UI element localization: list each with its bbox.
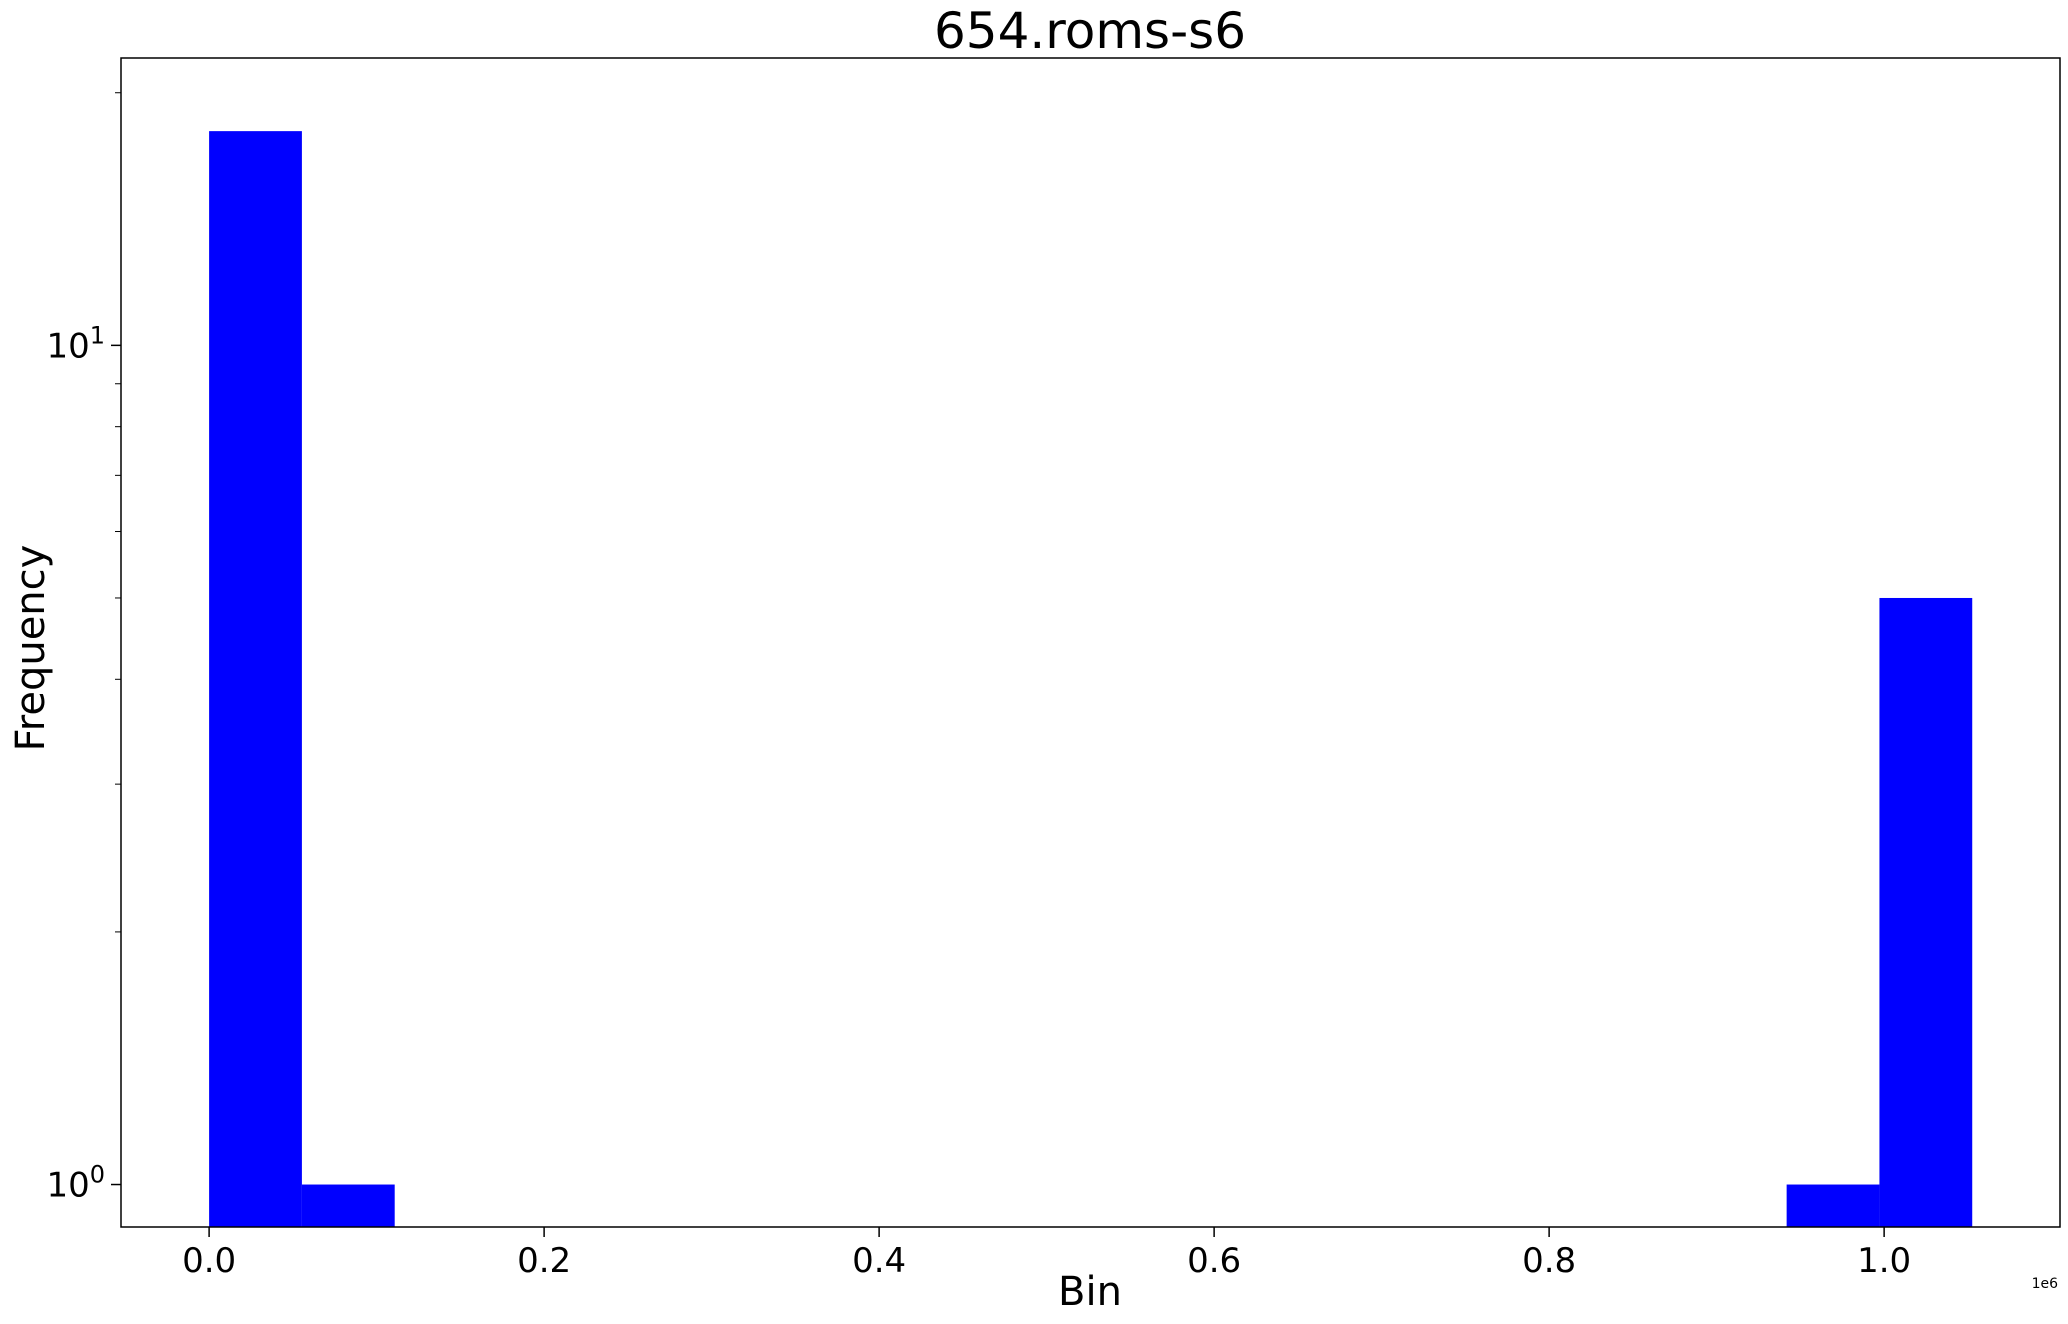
x-offset-label: 1e6 [2032,1276,2059,1292]
x-axis-label: Bin [1058,1269,1122,1315]
bars-group [209,131,1972,1227]
bar-3 [1879,598,1972,1227]
x-axis: 0.0 0.2 0.4 0.6 0.8 1.0 [182,1227,1911,1281]
x-tick-label-4: 0.8 [1522,1241,1576,1281]
y-tick-label-0: 100 [46,1161,105,1206]
x-tick-label-1: 0.2 [517,1241,571,1281]
bar-2 [1787,1185,1880,1227]
x-tick-label-5: 1.0 [1857,1241,1911,1281]
y-axis-label: Frequency [8,545,54,752]
y-axis: 100 101 [46,93,121,1206]
x-tick-label-2: 0.4 [852,1241,906,1281]
y-tick-label-1: 101 [46,321,105,366]
x-tick-label-3: 0.6 [1187,1241,1241,1281]
x-tick-label-0: 0.0 [182,1241,236,1281]
bar-0 [209,131,302,1227]
plot-frame [121,58,2060,1227]
chart-title: 654.roms-s6 [934,2,1246,60]
bar-1 [302,1185,395,1227]
